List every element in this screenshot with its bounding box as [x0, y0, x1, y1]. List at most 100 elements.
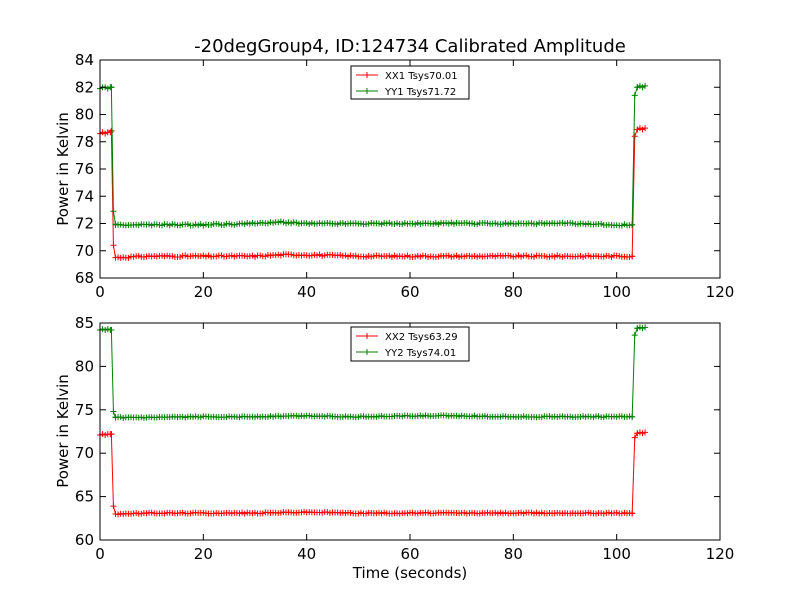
data-point-marker [192, 221, 199, 228]
data-point-marker [567, 510, 574, 517]
data-point-marker [345, 253, 351, 260]
data-point-marker [590, 414, 597, 421]
data-point-marker [500, 510, 506, 517]
data-point-marker [254, 413, 261, 420]
data-point-marker [226, 220, 233, 227]
top-series-2 [97, 82, 649, 229]
data-point-marker [197, 414, 204, 421]
data-point-marker [314, 252, 320, 259]
data-point-marker [461, 253, 468, 260]
data-point-marker [502, 509, 509, 516]
data-point-marker [316, 251, 323, 258]
data-point-marker [306, 412, 313, 419]
data-point-marker [246, 220, 253, 227]
data-point-marker [166, 222, 173, 229]
data-point-marker [200, 222, 207, 229]
x-tick-label: 60 [400, 545, 419, 563]
data-point-marker [600, 253, 607, 260]
data-point-marker [404, 510, 411, 517]
data-point-marker [241, 510, 248, 517]
data-point-marker [512, 253, 519, 260]
x-tick-label: 80 [504, 545, 523, 563]
data-point-marker [352, 220, 359, 227]
data-point-marker [618, 413, 625, 420]
data-point-marker [443, 219, 450, 226]
data-point-marker [184, 221, 191, 228]
data-point-marker [264, 413, 271, 420]
data-point-marker [605, 252, 612, 259]
data-point-marker [569, 220, 576, 227]
data-point-marker [639, 84, 646, 91]
data-point-marker [419, 413, 426, 420]
data-point-marker [164, 252, 171, 259]
top-legend: XX1 Tsys70.01 YY1 Tsys71.72 [350, 65, 470, 100]
data-point-marker [104, 85, 111, 92]
data-point-marker [639, 430, 646, 437]
data-point-marker [409, 220, 416, 227]
data-point-marker [215, 221, 222, 228]
data-point-marker [523, 252, 530, 259]
data-point-marker [195, 222, 202, 229]
data-point-marker [275, 251, 282, 258]
data-point-marker [135, 252, 142, 259]
data-point-marker [259, 510, 266, 517]
data-point-marker [110, 408, 117, 415]
legend-marker [364, 349, 370, 355]
data-point-marker [492, 220, 499, 227]
data-point-marker [264, 220, 271, 227]
data-point-marker [605, 509, 612, 516]
data-point-marker [252, 253, 258, 260]
data-point-marker [531, 253, 537, 260]
data-point-marker [108, 127, 115, 134]
data-point-marker [306, 221, 313, 228]
data-point-marker [239, 220, 246, 227]
bottom-series-1 [97, 429, 649, 518]
data-point-marker [342, 510, 349, 517]
data-point-marker [298, 509, 305, 516]
data-point-marker [202, 221, 209, 228]
data-point-marker [301, 413, 308, 420]
data-point-marker [634, 126, 641, 133]
data-point-marker [326, 412, 333, 419]
data-point-marker [285, 219, 292, 226]
data-point-marker [642, 429, 649, 436]
data-point-marker [283, 220, 289, 227]
data-point-marker [321, 413, 328, 420]
data-point-marker [146, 221, 153, 228]
x-tick-label: 0 [95, 283, 105, 301]
data-point-marker [319, 252, 326, 259]
data-point-marker [580, 413, 587, 420]
data-point-marker [213, 253, 220, 260]
data-point-marker [102, 326, 109, 333]
data-point-marker [445, 220, 452, 227]
data-point-marker [450, 220, 457, 227]
y-tick-label: 70 [75, 242, 94, 260]
bottom-ticks: 0 20 40 60 80 100 120 60 65 70 75 80 85 [75, 314, 734, 563]
data-point-marker [280, 219, 287, 226]
data-point-marker [381, 509, 388, 516]
data-point-marker [161, 253, 168, 260]
data-point-marker [391, 220, 398, 227]
data-point-marker [365, 220, 372, 227]
x-tick-label: 40 [297, 283, 316, 301]
data-point-marker [179, 413, 186, 420]
data-point-marker [577, 413, 584, 420]
data-point-marker [554, 414, 561, 420]
data-point-marker [239, 509, 246, 516]
data-point-marker [301, 508, 308, 515]
data-point-marker [319, 509, 326, 516]
data-point-marker [347, 509, 354, 516]
data-point-marker [616, 253, 623, 260]
data-point-marker [458, 253, 465, 260]
data-point-marker [200, 252, 207, 259]
data-point-marker [520, 413, 527, 420]
legend-marker [364, 88, 370, 94]
data-point-marker [639, 325, 646, 332]
data-point-marker [308, 219, 315, 226]
data-point-marker [288, 220, 295, 227]
data-point-marker [582, 253, 589, 259]
data-point-marker [110, 208, 117, 215]
x-tick-label: 60 [400, 283, 419, 301]
data-point-marker [275, 413, 282, 420]
legend-marker [364, 72, 370, 78]
